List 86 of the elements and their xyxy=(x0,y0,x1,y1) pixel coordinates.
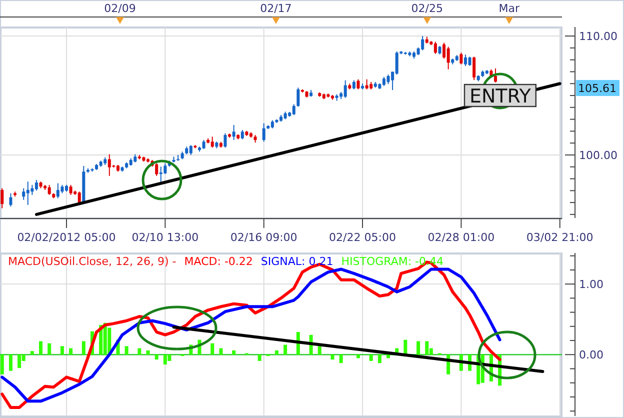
candlestick xyxy=(108,154,111,176)
bar xyxy=(163,354,167,364)
candlestick xyxy=(0,188,4,209)
x-tick-label: 02/02/2012 05:00 xyxy=(17,231,116,244)
candlestick xyxy=(434,41,437,54)
bar xyxy=(356,354,360,358)
candlestick xyxy=(159,166,162,184)
candlestick xyxy=(446,46,450,70)
x-tick-label: 03/02 21:00 xyxy=(526,231,594,244)
bar xyxy=(138,348,142,355)
candlestick xyxy=(30,184,34,196)
x-tick-label: 02/16 09:00 xyxy=(230,231,298,244)
candlestick xyxy=(232,124,236,140)
bar xyxy=(30,351,34,355)
candlestick xyxy=(296,87,300,108)
y-tick-label: 1.00 xyxy=(579,278,604,291)
bar xyxy=(124,346,128,355)
candlestick xyxy=(26,181,30,206)
candlestick xyxy=(356,78,360,90)
series-label: SIGNAL: 0.21 xyxy=(260,255,334,268)
candlestick xyxy=(202,139,206,150)
bar xyxy=(318,346,322,355)
bar xyxy=(369,354,373,361)
bar xyxy=(82,341,86,355)
x-tick-label: 02/10 13:00 xyxy=(132,231,199,244)
bar xyxy=(8,354,12,371)
bar xyxy=(69,348,73,355)
bar xyxy=(168,354,172,361)
bar xyxy=(60,346,64,355)
bar xyxy=(416,341,420,355)
bar xyxy=(378,354,382,364)
bar xyxy=(425,341,429,355)
bar xyxy=(219,348,223,355)
x-tick-label: 02/28 01:00 xyxy=(428,231,495,244)
candlestick xyxy=(442,42,446,60)
bar xyxy=(39,341,43,355)
text: Mar xyxy=(498,2,520,15)
candlestick xyxy=(189,144,192,156)
text: 02/09 xyxy=(104,2,136,15)
candlestick xyxy=(155,162,158,176)
candlestick xyxy=(494,68,498,83)
bar xyxy=(284,344,288,355)
candlestick xyxy=(352,80,356,90)
bar xyxy=(386,354,390,358)
candlestick xyxy=(262,122,266,142)
text: MACD: -0.22 xyxy=(184,255,253,268)
candlestick xyxy=(56,182,60,199)
bar xyxy=(48,343,52,355)
candlestick xyxy=(164,162,167,174)
candlestick xyxy=(472,56,476,81)
candlestick xyxy=(292,104,296,116)
bar xyxy=(232,350,236,355)
bar xyxy=(258,354,262,361)
candlestick xyxy=(460,52,463,65)
y-tick-label: 100.00 xyxy=(579,148,618,162)
candlestick xyxy=(344,80,347,98)
annotation: ENTRY xyxy=(469,85,532,108)
candlestick xyxy=(34,179,38,192)
text: HISTOGRAM: -0.44 xyxy=(341,255,444,268)
text: 02/25 xyxy=(411,2,443,15)
bar xyxy=(330,354,334,360)
candlestick xyxy=(210,136,214,148)
text: 02/17 xyxy=(260,2,292,15)
text: 105.61 xyxy=(578,82,616,95)
candlestick xyxy=(224,132,227,148)
y-tick-label: 110.00 xyxy=(579,30,618,43)
candlestick xyxy=(365,78,368,90)
candlestick xyxy=(22,188,26,200)
chart-title: MACD(USOil.Close, 12, 26, 9) - xyxy=(8,255,176,268)
candlestick xyxy=(386,74,390,85)
candlestick xyxy=(240,129,244,140)
bar xyxy=(146,350,150,355)
candlestick xyxy=(468,56,472,66)
x-tick-label: 02/22 05:00 xyxy=(329,231,396,244)
candlestick xyxy=(48,184,51,196)
y-tick-label: 0.00 xyxy=(579,348,604,362)
bar xyxy=(404,340,408,355)
bar xyxy=(18,354,22,368)
candlestick xyxy=(69,184,72,196)
bar xyxy=(210,343,214,355)
bar xyxy=(0,354,4,374)
candlestick xyxy=(421,36,424,51)
candlestick xyxy=(9,192,12,208)
bar xyxy=(339,354,343,364)
bar xyxy=(154,354,158,360)
bar xyxy=(274,350,278,355)
